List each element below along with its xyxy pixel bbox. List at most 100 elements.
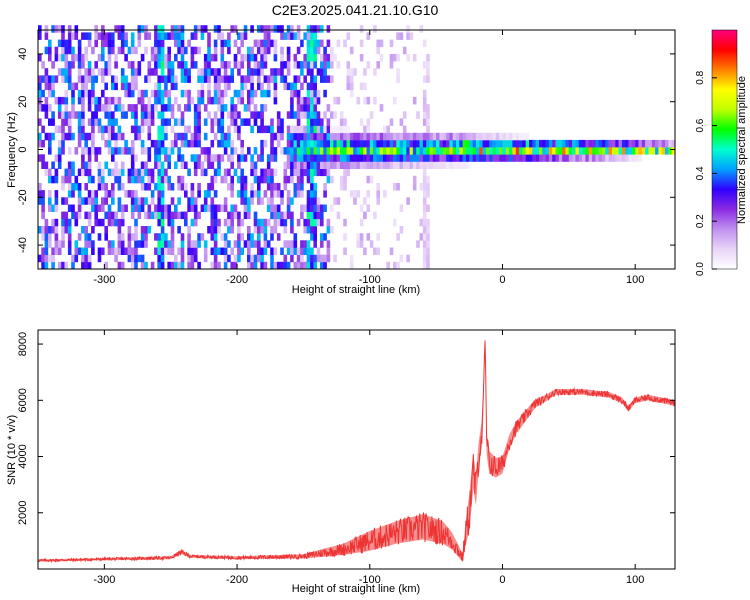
spectrogram-cell xyxy=(193,240,198,248)
spectrogram-cell xyxy=(207,39,211,48)
spectrogram-cell xyxy=(233,61,238,69)
spectrogram-cell xyxy=(97,32,102,40)
spectrogram-cell xyxy=(217,118,221,126)
spectrogram-cell xyxy=(253,68,258,76)
spectrogram-cell xyxy=(608,139,613,148)
spectrogram-cell xyxy=(356,233,361,241)
spectrogram-cell xyxy=(263,125,268,134)
spectrogram-cell xyxy=(184,190,188,198)
spectrogram-cell xyxy=(286,82,291,91)
spectrogram-cell xyxy=(280,197,284,205)
spectrogram-cell xyxy=(330,139,334,148)
spectrogram-cell xyxy=(184,68,188,76)
spectrogram-cell xyxy=(48,226,52,234)
spectrogram-cell xyxy=(140,168,145,177)
spectrogram-cell xyxy=(310,39,314,48)
spectrogram-cell xyxy=(223,82,228,91)
spectrogram-cell xyxy=(389,147,394,155)
spectrogram-cell xyxy=(253,111,258,119)
spectrogram-cell xyxy=(57,139,62,148)
spectrogram-cell xyxy=(296,32,301,40)
spectrogram-cell xyxy=(605,154,609,162)
spectrogram-cell xyxy=(164,204,168,212)
spectrogram-cell xyxy=(363,154,367,162)
spectrogram-cell xyxy=(316,254,321,263)
spectrogram-cell xyxy=(300,168,304,177)
spectrogram-cell xyxy=(339,139,344,148)
spectrogram-cell xyxy=(402,46,407,55)
spectrogram-cell xyxy=(363,96,367,105)
spectrogram-cell xyxy=(233,147,238,155)
spectrogram-cell xyxy=(187,89,191,98)
spectrogram-cell xyxy=(67,240,72,248)
spectrogram-cell xyxy=(320,25,324,33)
spectrogram-cell xyxy=(217,247,221,255)
spectrogram-cell xyxy=(253,175,258,184)
spectrogram-cell xyxy=(203,190,208,198)
spectrogram-cell xyxy=(263,39,268,48)
spectrogram-cell xyxy=(436,147,440,155)
spectrogram-cell xyxy=(94,147,98,155)
spectrogram-cell xyxy=(230,75,234,83)
spectrogram-cell xyxy=(558,154,563,162)
spectrogram-cell xyxy=(193,218,198,227)
spectrogram-cell xyxy=(300,39,304,48)
spectrogram-cell xyxy=(203,25,208,33)
spectrogram-cell xyxy=(217,104,221,112)
spectrogram-cell xyxy=(57,104,62,112)
spectrogram-cell xyxy=(217,154,221,162)
spectrogram-cell xyxy=(326,147,331,155)
spectrogram-cell xyxy=(154,89,158,98)
spectrogram-cell xyxy=(117,226,122,234)
spectrogram-cell xyxy=(432,161,437,169)
spectrogram-cell xyxy=(628,154,633,162)
spectrogram-cell xyxy=(157,261,161,270)
spectrogram-cell xyxy=(406,132,410,141)
spectrogram-cell xyxy=(366,147,371,155)
spectrogram-cell xyxy=(452,154,457,162)
spectrogram-cell xyxy=(48,89,52,98)
spectrogram-cell xyxy=(366,175,371,184)
spectrogram-cell xyxy=(343,218,347,227)
spectrogram-cell xyxy=(233,125,238,134)
spectrogram-cell xyxy=(97,147,102,155)
spectrogram-cell xyxy=(313,226,317,234)
spectrogram-cell xyxy=(124,82,128,91)
spectrogram-cell xyxy=(114,175,118,184)
spectrogram-cell xyxy=(180,161,185,169)
spectrogram-cell xyxy=(237,247,241,255)
snr-x-label: Height of straight line (km) xyxy=(292,583,420,595)
spectrogram-cell xyxy=(120,168,125,177)
spectrogram-cell xyxy=(313,89,317,98)
spectrogram-cell xyxy=(41,261,45,270)
spectrogram-cell xyxy=(343,168,347,177)
spectrogram-cell xyxy=(180,68,185,76)
spectrogram-cell xyxy=(505,147,510,155)
spectrogram-cell xyxy=(107,247,112,255)
spectrogram-cell xyxy=(220,132,225,141)
spectrogram-cell xyxy=(376,247,380,255)
spectrogram-cell xyxy=(48,104,52,112)
spectrogram-cell xyxy=(376,233,380,241)
spectrogram-cell xyxy=(555,154,560,162)
spectrogram-cell xyxy=(197,125,201,134)
spectrogram-cell xyxy=(306,147,311,155)
spectrogram-cell xyxy=(77,197,82,205)
spectrogram-cell xyxy=(280,68,284,76)
spectrogram-cell xyxy=(54,125,59,134)
spectrogram-cell xyxy=(57,161,62,169)
spectrogram-cell xyxy=(456,154,460,162)
spectrogram-cell xyxy=(61,261,65,270)
spectrogram-cell xyxy=(316,247,321,255)
spectrogram-cell xyxy=(306,125,311,134)
spectrogram-cell xyxy=(174,32,178,40)
spectrogram-cell xyxy=(651,139,656,148)
spectrogram-cell xyxy=(257,125,261,134)
spectrogram-cell xyxy=(257,247,261,255)
spectrogram-cell xyxy=(628,147,633,155)
spectrogram-cell xyxy=(81,53,85,62)
spectrogram-cell xyxy=(101,104,105,112)
spectrogram-cell xyxy=(167,175,171,184)
spectrogram-cell xyxy=(114,82,118,91)
spectrogram-cell xyxy=(190,240,195,248)
